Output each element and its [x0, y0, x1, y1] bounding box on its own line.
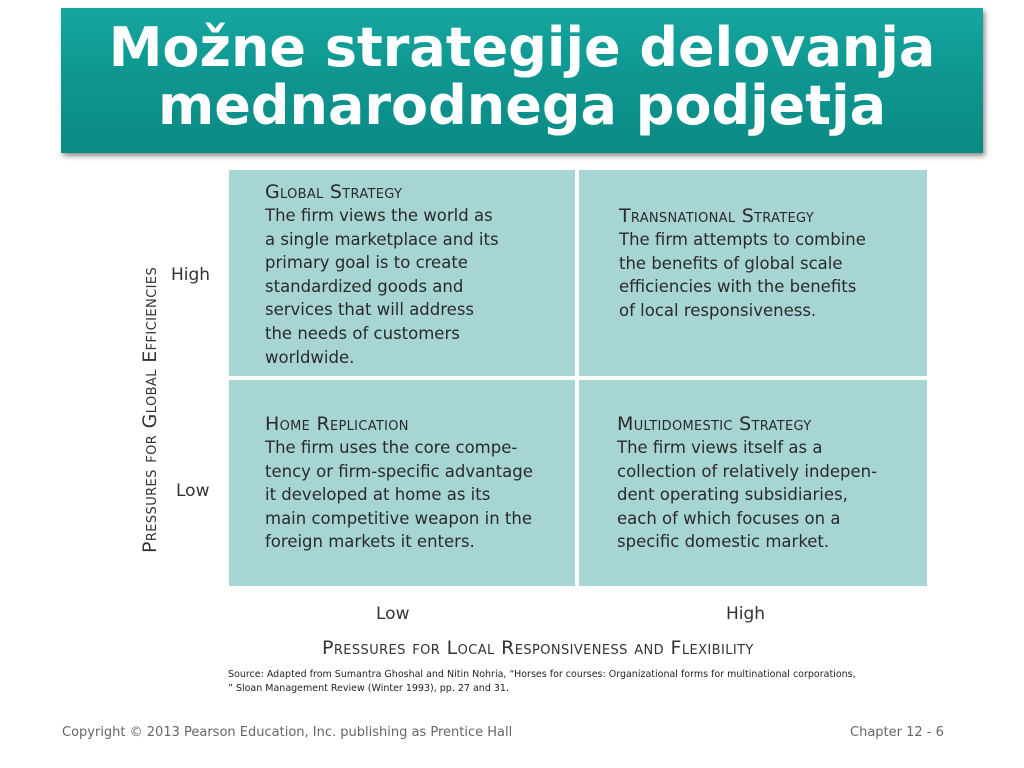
strategy-matrix: Global Strategy The firm views the world… [229, 170, 927, 586]
cell-transnational-strategy: Transnational Strategy The firm attempts… [579, 170, 927, 376]
cell-body: The firm attempts to combine the benefit… [619, 230, 866, 320]
x-axis-label: Pressures for Local Responsiveness and F… [322, 637, 754, 659]
footer-copyright: Copyright © 2013 Pearson Education, Inc.… [62, 725, 513, 740]
footer-chapter-page: Chapter 12 - 6 [850, 725, 944, 740]
y-axis-high-label: High [171, 265, 211, 285]
slide-title-line-1: Možne strategije delovanja [108, 15, 936, 79]
slide-title-line-2: mednarodnega podjetja [157, 73, 887, 137]
cell-global-strategy: Global Strategy The firm views the world… [229, 170, 575, 376]
cell-heading: Multidomestic Strategy [617, 413, 812, 435]
source-citation: Source: Adapted from Sumantra Ghoshal an… [228, 669, 856, 694]
cell-body: The firm uses the core compe- tency or f… [265, 438, 533, 552]
cell-body: The firm views itself as a collection of… [617, 438, 878, 552]
x-axis-low-label: Low [376, 604, 410, 624]
cell-home-replication: Home Replication The firm uses the core … [229, 380, 575, 586]
y-axis-low-label: Low [176, 481, 210, 501]
cell-heading: Transnational Strategy [619, 205, 815, 227]
x-axis-high-label: High [726, 604, 766, 624]
cell-heading: Global Strategy [265, 181, 403, 203]
y-axis-label: Pressures for Global Efficiencies [139, 266, 161, 553]
slide-title: Možne strategije delovanja mednarodnega … [61, 8, 983, 153]
cell-heading: Home Replication [265, 413, 409, 435]
cell-multidomestic-strategy: Multidomestic Strategy The firm views it… [579, 380, 927, 586]
cell-body: The firm views the world as a single mar… [265, 206, 499, 367]
